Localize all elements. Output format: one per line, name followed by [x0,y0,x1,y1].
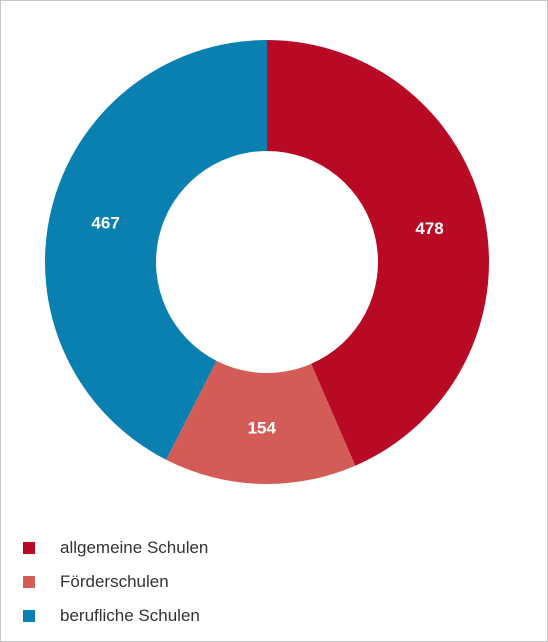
legend-label: berufliche Schulen [60,606,200,625]
legend-swatch-berufliche-schulen [23,610,35,622]
data-label-allgemeine-schulen: 478 [415,219,443,238]
slice-berufliche-schulen[interactable] [44,40,267,460]
legend-item-allgemeine-schulen[interactable]: allgemeine Schulen [23,531,208,565]
data-label-berufliche-schulen: 467 [91,214,119,233]
slice-allgemeine-schulen[interactable] [267,40,490,466]
data-label-foerderschulen: 154 [248,418,277,437]
legend-swatch-allgemeine-schulen [23,542,35,554]
legend-label: Förderschulen [60,572,169,591]
donut-chart: 478 154 467 [44,40,490,484]
legend-item-foerderschulen[interactable]: Förderschulen [23,565,208,599]
slice-foerderschulen[interactable] [166,360,356,484]
legend-swatch-foerderschulen [23,576,35,588]
legend: allgemeine Schulen Förderschulen berufli… [23,531,208,633]
legend-item-berufliche-schulen[interactable]: berufliche Schulen [23,599,208,633]
legend-label: allgemeine Schulen [60,538,209,557]
